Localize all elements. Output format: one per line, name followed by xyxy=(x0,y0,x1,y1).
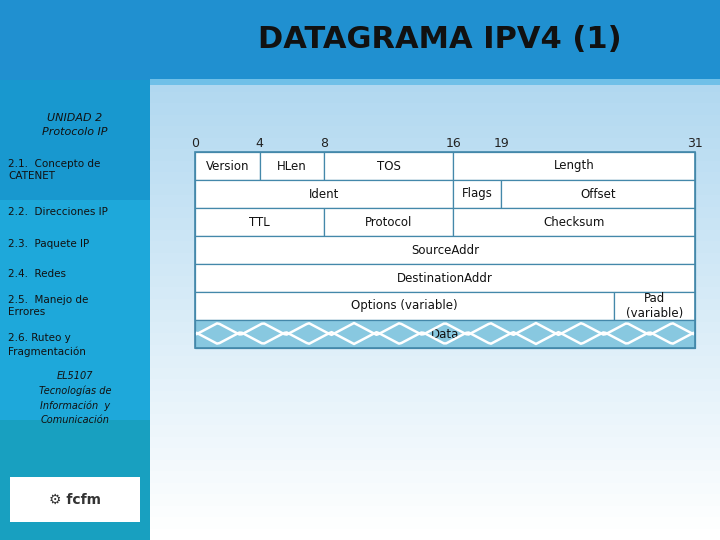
Bar xyxy=(150,435,720,448)
Bar xyxy=(150,79,720,91)
Bar xyxy=(150,286,720,299)
Bar xyxy=(0,80,150,420)
Text: DATAGRAMA IPV4 (1): DATAGRAMA IPV4 (1) xyxy=(258,25,622,55)
Bar xyxy=(150,79,720,85)
Bar xyxy=(150,171,720,184)
Bar xyxy=(150,482,720,494)
Bar xyxy=(150,355,720,368)
Text: Ident: Ident xyxy=(309,187,339,200)
Bar xyxy=(150,194,720,206)
Bar xyxy=(150,528,720,540)
Bar xyxy=(150,183,720,195)
Bar xyxy=(150,298,720,310)
Bar xyxy=(10,477,140,522)
Bar xyxy=(150,321,720,333)
Bar xyxy=(150,458,720,471)
Text: Protocol: Protocol xyxy=(365,215,413,228)
Bar xyxy=(150,91,720,103)
Bar xyxy=(195,152,259,180)
Bar xyxy=(150,447,720,460)
Bar xyxy=(150,148,720,160)
Text: Flags: Flags xyxy=(462,187,492,200)
Text: UNIDAD 2
Protocolo IP: UNIDAD 2 Protocolo IP xyxy=(42,113,108,137)
Text: Data: Data xyxy=(431,327,459,341)
Bar xyxy=(150,240,720,253)
Bar xyxy=(150,217,720,230)
Text: Version: Version xyxy=(205,159,249,172)
Text: Offset: Offset xyxy=(580,187,616,200)
Text: 19: 19 xyxy=(494,137,509,150)
Bar xyxy=(150,332,720,345)
Text: 2.5.  Manejo de
Errores: 2.5. Manejo de Errores xyxy=(8,295,89,318)
Text: DestinationAddr: DestinationAddr xyxy=(397,272,493,285)
Bar xyxy=(453,152,695,180)
Bar xyxy=(150,378,720,390)
Bar xyxy=(150,367,720,379)
Bar xyxy=(150,228,720,241)
Bar xyxy=(614,292,695,320)
Text: SourceAddr: SourceAddr xyxy=(411,244,479,256)
Text: 2.3.  Paquete IP: 2.3. Paquete IP xyxy=(8,239,89,249)
Text: 4: 4 xyxy=(256,137,264,150)
Text: 0: 0 xyxy=(191,137,199,150)
Bar xyxy=(195,236,695,264)
Text: TTL: TTL xyxy=(249,215,270,228)
Bar xyxy=(259,152,324,180)
Bar xyxy=(150,424,720,436)
Bar xyxy=(150,274,720,287)
Bar xyxy=(453,180,501,208)
Bar xyxy=(195,292,614,320)
Bar xyxy=(150,470,720,483)
Bar xyxy=(501,180,695,208)
Bar xyxy=(150,159,720,172)
Text: 2.1.  Concepto de
CATENET: 2.1. Concepto de CATENET xyxy=(8,159,100,181)
Bar xyxy=(150,389,720,402)
Text: Length: Length xyxy=(554,159,595,172)
Bar xyxy=(150,401,720,414)
Bar xyxy=(150,263,720,275)
Bar xyxy=(150,137,720,149)
Bar xyxy=(150,125,720,138)
Text: 16: 16 xyxy=(445,137,461,150)
Bar xyxy=(0,80,150,200)
Bar xyxy=(150,504,720,517)
Bar xyxy=(0,200,150,420)
Bar xyxy=(0,0,720,80)
Bar xyxy=(195,320,695,348)
Text: Pad
(variable): Pad (variable) xyxy=(626,292,683,320)
Bar xyxy=(150,113,720,126)
Bar xyxy=(195,180,453,208)
Text: TOS: TOS xyxy=(377,159,400,172)
Text: 2.2.  Direcciones IP: 2.2. Direcciones IP xyxy=(8,207,108,217)
Text: 2.6. Ruteo y
Fragmentación: 2.6. Ruteo y Fragmentación xyxy=(8,333,86,357)
Bar xyxy=(150,102,720,114)
Bar xyxy=(150,309,720,321)
Text: 8: 8 xyxy=(320,137,328,150)
Text: 2.4.  Redes: 2.4. Redes xyxy=(8,269,66,279)
Bar xyxy=(195,208,324,236)
Bar xyxy=(150,252,720,264)
Text: Options (variable): Options (variable) xyxy=(351,300,458,313)
Bar xyxy=(0,420,150,540)
Bar xyxy=(324,152,453,180)
Bar xyxy=(150,413,720,425)
Text: 31: 31 xyxy=(687,137,703,150)
Bar xyxy=(150,516,720,529)
Bar xyxy=(195,152,695,348)
Text: Checksum: Checksum xyxy=(544,215,605,228)
Bar xyxy=(195,264,695,292)
Bar xyxy=(324,208,453,236)
Bar xyxy=(150,206,720,218)
Text: EL5107
Tecnologías de
Información  y
Comunicación: EL5107 Tecnologías de Información y Comu… xyxy=(39,372,112,425)
Bar xyxy=(453,208,695,236)
Bar xyxy=(150,343,720,356)
Text: ⚙ fcfm: ⚙ fcfm xyxy=(49,493,101,507)
Bar xyxy=(150,493,720,505)
Text: HLen: HLen xyxy=(277,159,307,172)
